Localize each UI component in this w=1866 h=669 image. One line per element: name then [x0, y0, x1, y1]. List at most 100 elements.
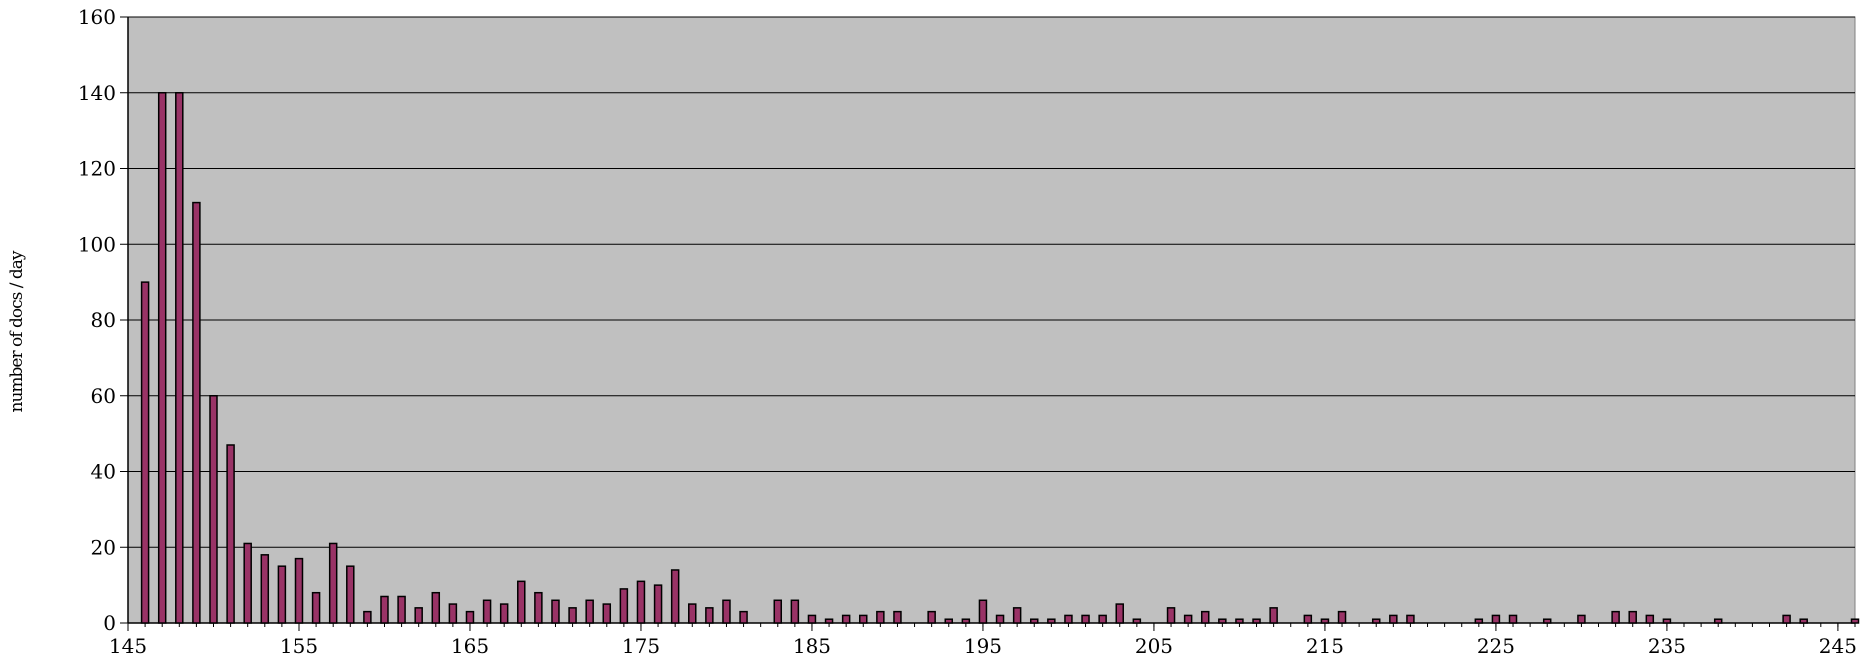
bar	[380, 595, 389, 624]
bar	[277, 565, 287, 624]
bar	[1542, 618, 1552, 624]
bar	[243, 542, 252, 624]
bar	[431, 591, 441, 624]
bar	[209, 395, 218, 624]
bar	[893, 610, 902, 624]
bar	[1303, 614, 1313, 624]
bar	[1611, 610, 1620, 624]
bar	[1371, 618, 1381, 624]
bar	[1628, 610, 1637, 624]
bar	[1200, 610, 1210, 624]
x-tick-label: 145	[109, 634, 147, 658]
bar	[328, 542, 338, 624]
bar	[807, 614, 817, 624]
bar	[1235, 618, 1244, 624]
bar	[1850, 618, 1860, 624]
plot-area: 0 20 40 60 80 100 120 140 160 145 155 165 175 185 195 2…	[78, 5, 1860, 658]
bar	[465, 610, 475, 624]
bar	[670, 569, 680, 624]
bar	[1662, 618, 1672, 624]
bar	[636, 580, 646, 624]
bar	[773, 599, 783, 624]
y-tick-label: 20	[91, 535, 116, 559]
bar	[517, 580, 526, 624]
bar	[688, 603, 697, 624]
bar	[140, 281, 150, 624]
bar	[1474, 618, 1484, 624]
bar	[961, 618, 971, 624]
bar	[1508, 614, 1518, 624]
bar	[1012, 607, 1022, 624]
bar	[995, 614, 1005, 624]
bar	[1183, 614, 1193, 624]
bar	[226, 444, 235, 624]
bar	[1406, 614, 1415, 624]
y-tick-label: 160	[78, 5, 116, 29]
x-tick-label: 215	[1306, 634, 1344, 658]
x-tick-label: 225	[1477, 634, 1515, 658]
bar	[722, 599, 731, 624]
x-tick-label: 235	[1648, 634, 1686, 658]
bar	[585, 599, 594, 624]
bar	[841, 614, 851, 624]
bar	[568, 607, 577, 624]
bar	[175, 92, 184, 624]
bar	[1064, 614, 1073, 624]
bar	[1713, 618, 1723, 624]
x-tick-label: 175	[622, 634, 660, 658]
bar	[653, 584, 663, 624]
x-tick-label: 205	[1135, 634, 1173, 658]
bar	[1252, 618, 1261, 624]
y-tick-label: 120	[78, 157, 116, 181]
bar	[1166, 607, 1176, 624]
bar	[978, 599, 988, 624]
bar	[739, 610, 748, 624]
bar	[1782, 614, 1791, 624]
y-axis-label: number of docs / day	[7, 250, 27, 412]
bar	[619, 588, 629, 624]
bar	[705, 607, 714, 624]
bar	[551, 599, 560, 624]
y-tick-label: 80	[91, 308, 116, 332]
bar	[927, 610, 936, 624]
bar	[414, 607, 423, 624]
bar	[1098, 614, 1107, 624]
bar	[1218, 618, 1227, 624]
bar	[859, 614, 868, 624]
bar	[534, 591, 543, 624]
bar	[363, 610, 372, 624]
bar	[1389, 614, 1398, 624]
bar	[448, 603, 458, 624]
bar	[602, 603, 612, 624]
x-tick-label: 185	[793, 634, 831, 658]
bar	[499, 603, 509, 624]
x-tick-label: 155	[280, 634, 318, 658]
bar	[157, 92, 167, 624]
bar	[1320, 618, 1330, 624]
bar	[1577, 614, 1586, 624]
y-tick-label: 60	[91, 384, 116, 408]
bar	[294, 557, 304, 624]
x-tick-label: 165	[451, 634, 489, 658]
bar	[1115, 603, 1124, 624]
y-tick-label: 140	[78, 81, 116, 105]
bar	[1645, 614, 1655, 624]
bar	[1799, 618, 1808, 624]
bar	[824, 618, 834, 624]
bar	[1491, 614, 1501, 624]
bar	[397, 595, 406, 624]
bar	[1081, 614, 1090, 624]
bar	[192, 201, 201, 624]
bar	[1047, 618, 1056, 624]
bar	[1029, 618, 1039, 624]
bar	[346, 565, 355, 624]
x-tick-label: 245	[1819, 634, 1857, 658]
bar	[1269, 607, 1278, 624]
bar	[311, 591, 321, 624]
bar	[876, 610, 885, 624]
bar	[260, 554, 270, 624]
y-tick-label: 100	[78, 232, 116, 256]
bar	[482, 599, 492, 624]
y-tick-label: 40	[91, 460, 116, 484]
